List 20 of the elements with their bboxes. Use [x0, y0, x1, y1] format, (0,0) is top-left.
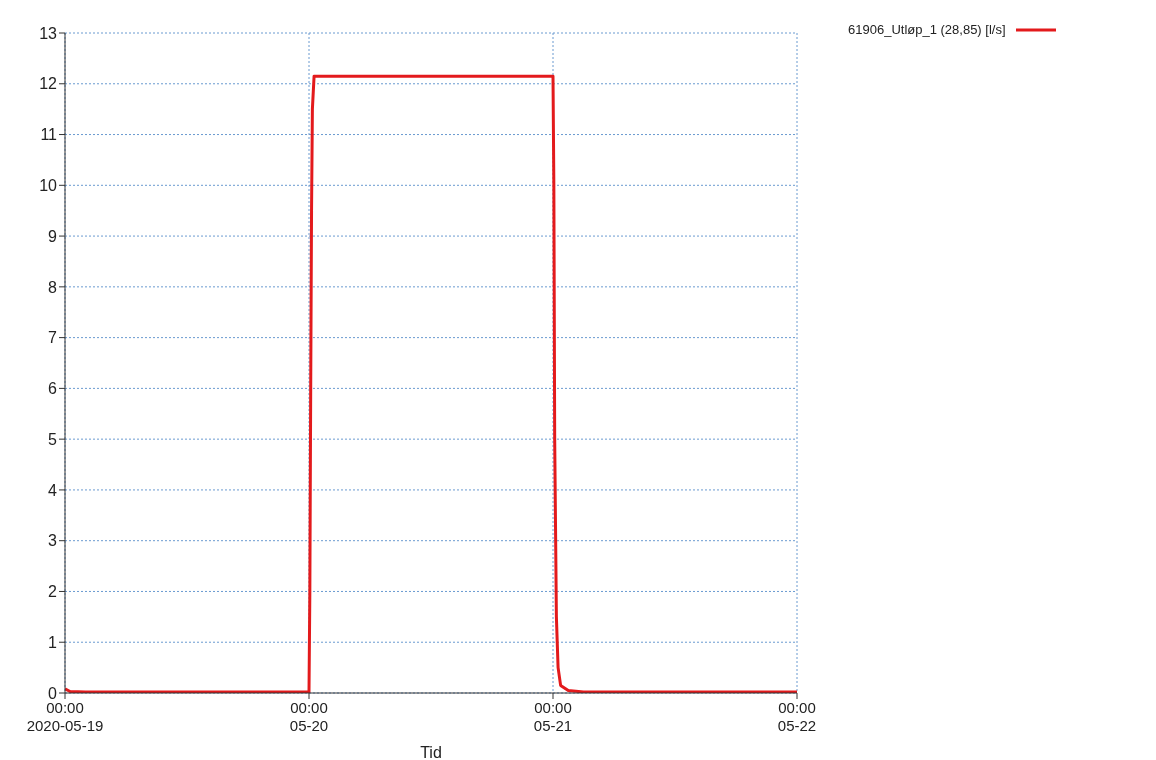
y-tick-label: 12 — [39, 75, 58, 93]
y-tick-label: 6 — [48, 380, 58, 398]
x-tick-label: 00:00 05-21 — [533, 699, 573, 734]
x-tick-label: 00:00 05-20 — [289, 699, 329, 734]
x-axis-title: Tid — [420, 744, 442, 760]
y-tick-label: 10 — [39, 176, 58, 194]
y-tick-label: 7 — [48, 329, 58, 347]
y-tick-label: 4 — [48, 481, 58, 499]
x-tick-label: 00:00 05-22 — [777, 699, 817, 734]
y-tick-label: 0 — [48, 684, 58, 702]
y-tick-label: 9 — [48, 227, 58, 245]
y-tick-label: 8 — [48, 278, 58, 296]
y-tick-label: 11 — [40, 126, 58, 144]
y-tick-label: 1 — [48, 633, 58, 651]
y-tick-label: 13 — [39, 24, 58, 42]
legend-label: 61906_Utløp_1 (28,85) [l/s] — [848, 22, 1006, 37]
x-tick-label: 00:00 2020-05-19 — [26, 699, 104, 734]
y-tick-label: 3 — [48, 532, 58, 550]
y-tick-label: 2 — [48, 583, 58, 601]
y-tick-label: 5 — [48, 430, 58, 448]
